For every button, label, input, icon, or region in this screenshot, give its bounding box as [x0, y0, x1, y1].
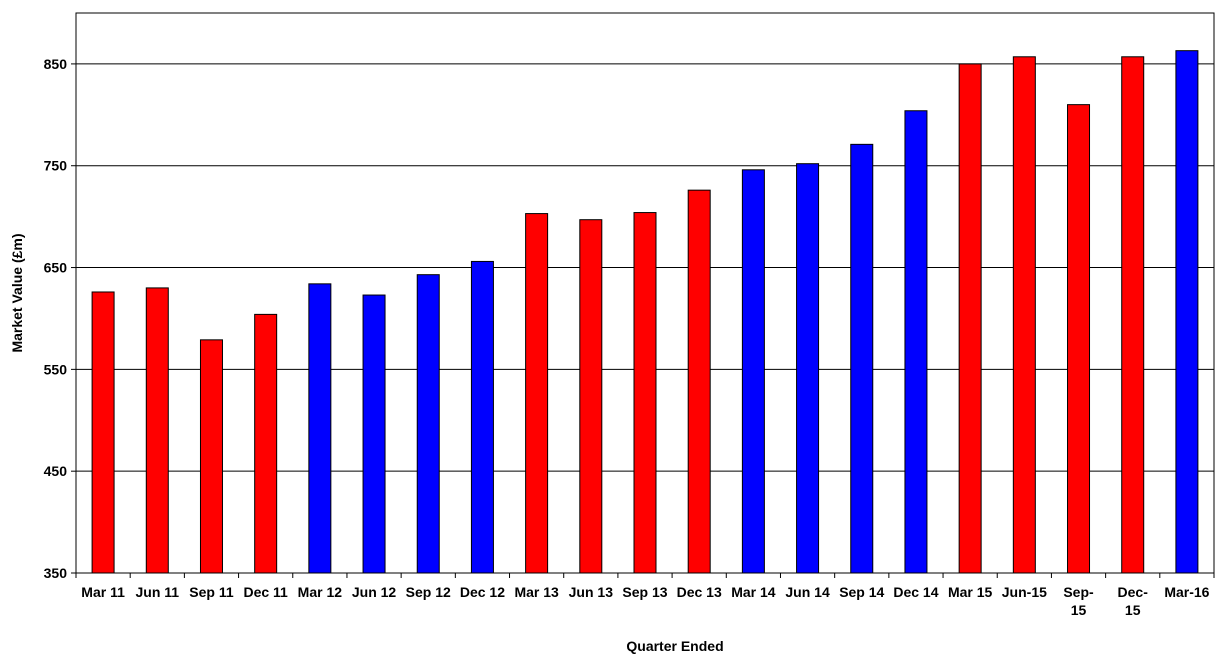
bars [91, 50, 1199, 574]
x-axis-title: Quarter Ended [626, 638, 723, 654]
plot-area-frame [75, 12, 1215, 574]
bar-mar-14 [741, 169, 765, 574]
x-tick-label: Sep 11 [189, 584, 234, 600]
x-tick-label: Sep-15 [1063, 584, 1094, 618]
x-tick-label: Jun 11 [135, 584, 179, 600]
bar-dec-14 [904, 110, 928, 574]
x-tick-label: Dec 13 [677, 584, 722, 600]
x-tick-label: Dec-15 [1118, 584, 1149, 618]
x-axis-ticks: Mar 11 Jun 11 Sep 11 Dec 11 Mar 12 Jun 12 Sep … [75, 573, 1215, 618]
x-tick-label: Sep 12 [406, 584, 451, 600]
x-tick-label: Jun 13 [569, 584, 614, 600]
bar-mar-13 [525, 213, 549, 574]
y-tick-label: 650 [44, 260, 68, 276]
y-tick-label: 550 [44, 361, 68, 377]
bar-dec-12 [470, 260, 494, 574]
x-tick-label: Sep 13 [622, 584, 667, 600]
y-axis-title: Market Value (£m) [9, 233, 25, 352]
x-tick-label: Mar-16 [1164, 584, 1209, 600]
x-tick-label: Mar 13 [514, 584, 559, 600]
x-tick-label: Dec 14 [893, 584, 938, 600]
bar-mar-12 [308, 283, 332, 574]
bar-sep-15 [1067, 104, 1091, 574]
x-tick-label: Jun 14 [785, 584, 830, 600]
bar-dec-13 [687, 189, 711, 574]
x-tick-label: Mar 12 [298, 584, 343, 600]
bar-sep-11 [199, 339, 223, 574]
bar-jun-13 [579, 219, 603, 574]
bar-sep-13 [633, 212, 657, 574]
bar-sep-14 [850, 143, 874, 574]
x-tick-label: Dec 11 [243, 584, 288, 600]
bar-mar-16 [1175, 50, 1199, 574]
y-tick-label: 850 [44, 56, 68, 72]
bar-mar-11 [91, 291, 115, 574]
bar-mar-15 [958, 63, 982, 574]
bar-jun-11 [145, 287, 169, 574]
bar-sep-12 [416, 274, 440, 574]
x-tick-label: Mar 15 [948, 584, 993, 600]
bar-jun-14 [796, 163, 820, 574]
y-tick-label: 450 [44, 463, 68, 479]
bar-dec-11 [254, 313, 278, 574]
bar-jun-12 [362, 294, 386, 574]
y-tick-label: 350 [44, 565, 68, 581]
y-axis-ticks: 350 450 550 650 750 850 [44, 56, 76, 581]
x-tick-label: Mar 11 [81, 584, 125, 600]
x-tick-label: Jun-15 [1002, 584, 1047, 600]
bar-dec-15 [1121, 56, 1145, 574]
y-tick-label: 750 [44, 158, 68, 174]
x-tick-label: Jun 12 [352, 584, 397, 600]
x-tick-label: Sep 14 [839, 584, 884, 600]
x-tick-label: Dec 12 [460, 584, 505, 600]
bar-jun-15 [1012, 56, 1036, 574]
x-tick-label: Mar 14 [731, 584, 776, 600]
